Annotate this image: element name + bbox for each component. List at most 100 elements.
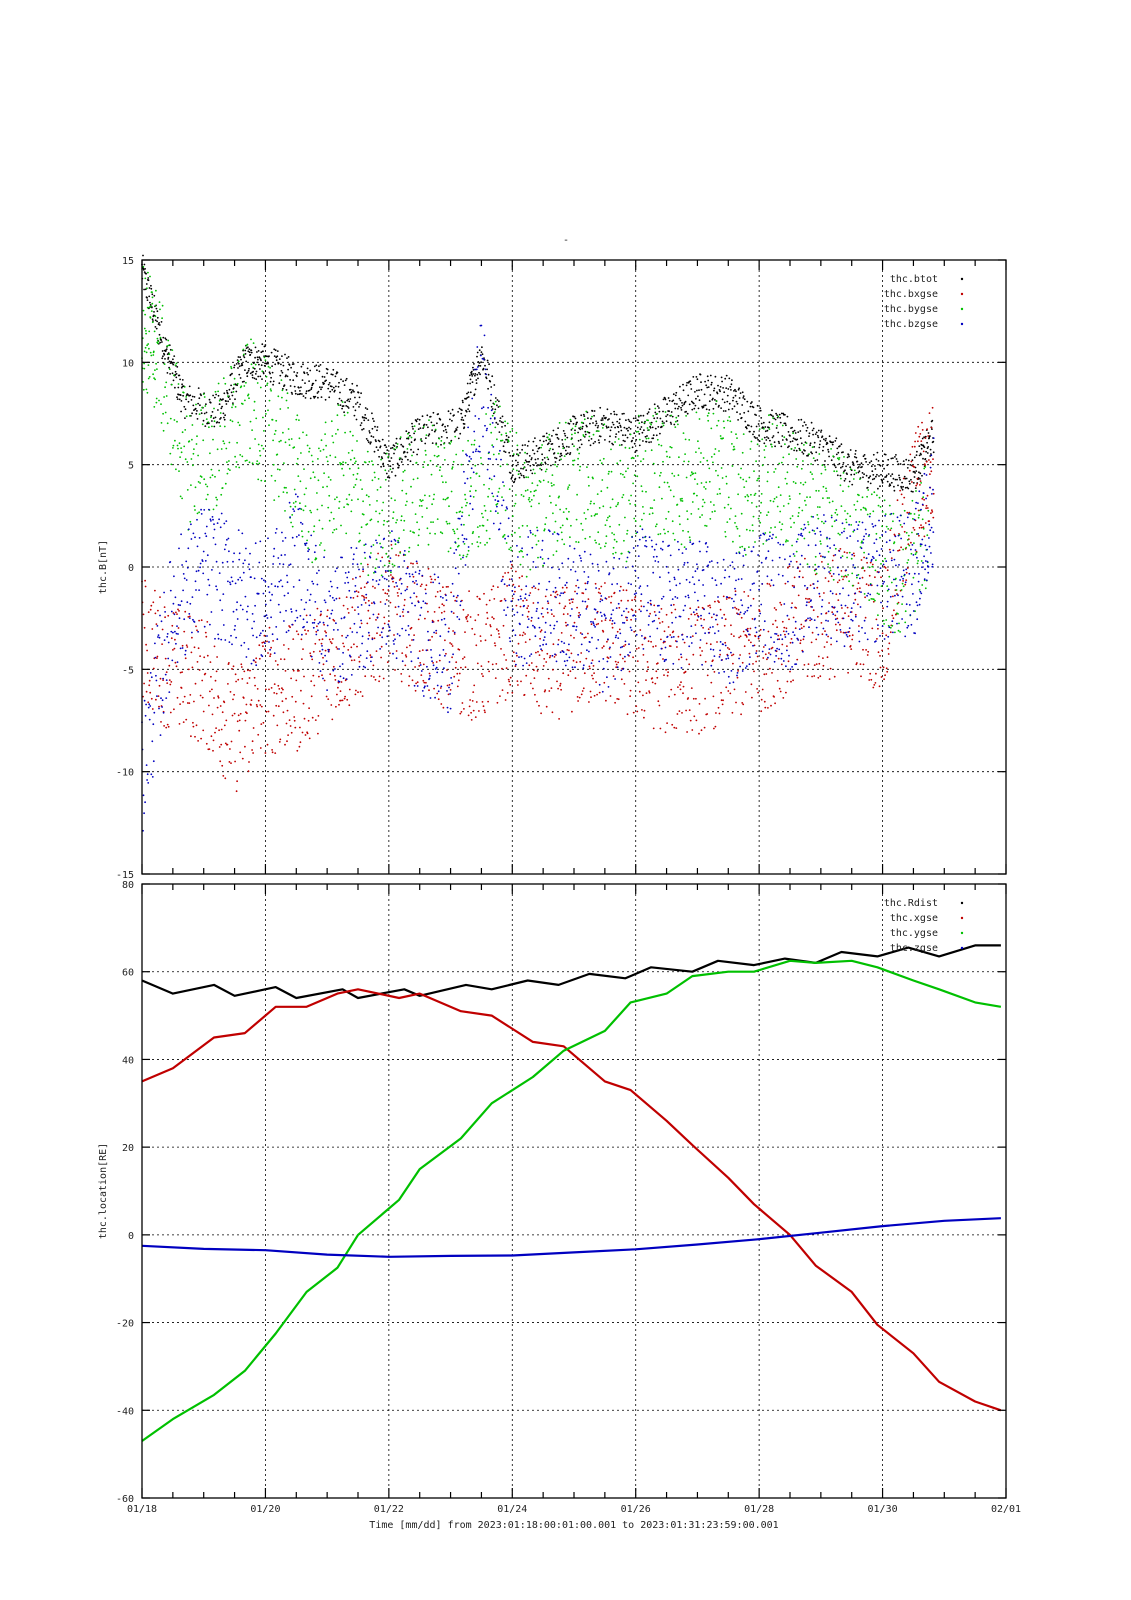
data-point <box>625 560 628 563</box>
data-point <box>679 385 681 388</box>
data-point <box>839 533 841 536</box>
data-point <box>492 495 495 498</box>
data-point <box>635 705 638 707</box>
data-point <box>146 287 148 290</box>
data-point <box>835 508 838 511</box>
data-point <box>536 670 539 672</box>
data-point <box>318 370 321 373</box>
data-point <box>851 584 854 587</box>
data-point <box>848 480 851 483</box>
data-point <box>399 436 402 438</box>
data-point <box>233 712 236 715</box>
data-point <box>148 718 151 721</box>
data-point <box>302 431 304 434</box>
data-point <box>265 688 267 691</box>
data-point <box>256 705 259 708</box>
data-point <box>195 403 197 406</box>
data-point <box>425 681 427 684</box>
data-point <box>598 543 601 545</box>
data-point <box>353 457 356 460</box>
data-point <box>344 379 347 382</box>
data-point <box>198 537 201 539</box>
data-point <box>901 603 903 605</box>
data-point <box>488 599 491 602</box>
data-point <box>251 429 254 431</box>
data-point <box>554 461 557 463</box>
data-point <box>503 485 505 487</box>
data-point <box>590 696 592 699</box>
data-point <box>473 439 476 442</box>
data-point <box>473 443 476 446</box>
data-point <box>243 356 246 359</box>
data-point <box>641 709 643 711</box>
data-point <box>782 505 785 507</box>
data-point <box>865 509 867 511</box>
data-point <box>211 516 214 518</box>
data-point <box>237 578 240 581</box>
data-point <box>400 515 403 518</box>
data-point <box>908 544 911 547</box>
data-point <box>522 599 524 602</box>
data-point <box>385 599 388 601</box>
data-point <box>144 579 147 582</box>
data-point <box>588 439 590 442</box>
data-point <box>206 554 209 557</box>
data-point <box>329 479 332 481</box>
data-point <box>748 476 751 479</box>
data-point <box>618 523 621 526</box>
data-point <box>894 478 897 481</box>
data-point <box>317 390 320 393</box>
data-point <box>571 601 574 603</box>
data-point <box>858 470 861 473</box>
data-point <box>154 642 156 645</box>
data-point <box>143 288 146 291</box>
data-point <box>150 697 153 700</box>
data-point <box>780 412 783 415</box>
data-point <box>729 420 732 423</box>
data-point <box>927 435 930 437</box>
data-point <box>143 263 146 266</box>
data-point <box>419 439 422 441</box>
data-point <box>616 420 619 423</box>
data-point <box>661 422 664 425</box>
data-point <box>716 493 719 495</box>
data-point <box>875 532 878 535</box>
data-point <box>829 572 831 575</box>
data-point <box>490 386 493 388</box>
data-point <box>890 557 893 559</box>
data-point <box>210 675 212 678</box>
data-point <box>434 578 436 581</box>
data-point <box>291 393 294 395</box>
data-point <box>240 663 243 666</box>
data-point <box>224 414 227 417</box>
data-point <box>792 432 794 435</box>
data-point <box>464 666 467 669</box>
data-point <box>262 629 264 632</box>
data-point <box>569 418 572 421</box>
data-point <box>193 448 195 450</box>
data-point <box>925 507 927 510</box>
data-point <box>851 638 854 641</box>
data-point <box>776 414 778 416</box>
data-point <box>829 569 832 572</box>
data-point <box>185 396 188 398</box>
data-point <box>575 541 577 543</box>
data-point <box>688 403 691 406</box>
data-point <box>283 486 286 489</box>
data-point <box>191 438 193 441</box>
data-point <box>673 726 676 729</box>
data-point <box>166 422 169 425</box>
data-point <box>851 572 854 575</box>
data-point <box>222 624 225 626</box>
data-point <box>652 434 655 437</box>
data-point <box>357 467 360 470</box>
data-point <box>527 440 530 443</box>
data-point <box>265 375 268 378</box>
data-point <box>932 458 934 460</box>
data-point <box>931 428 933 430</box>
data-point <box>716 623 719 626</box>
data-point <box>799 639 802 642</box>
data-point <box>256 688 259 690</box>
data-point <box>898 476 901 479</box>
data-point <box>824 439 827 442</box>
